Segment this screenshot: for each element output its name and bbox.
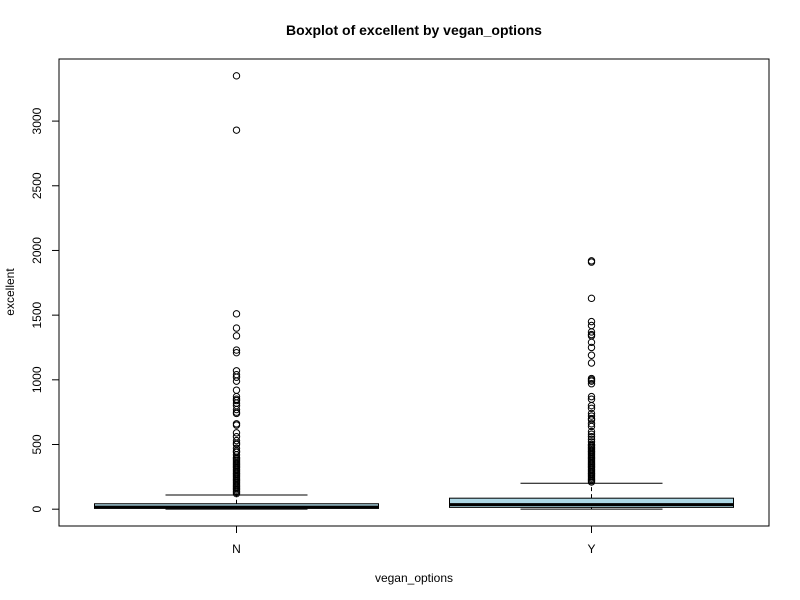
outlier-point (587, 351, 596, 359)
y-axis: 0 500 1000 1500 2000 2500 3000 (30, 107, 60, 513)
outlier-point (587, 433, 596, 441)
boxes (94, 72, 734, 510)
chart-title: Boxplot of excellent by vegan_options (286, 22, 542, 38)
x-axis-label: vegan_options (375, 571, 453, 585)
y-tick-label: 1500 (30, 301, 44, 328)
outlier-point (587, 404, 596, 412)
outlier-point (232, 332, 241, 340)
outlier-point (232, 310, 241, 318)
outlier-point (587, 338, 596, 347)
outlier-point (587, 321, 596, 330)
outlier-point (587, 401, 596, 410)
outlier-point (232, 373, 241, 381)
y-tick-label: 0 (30, 506, 44, 513)
outlier-point (587, 392, 596, 401)
y-tick-label: 2000 (30, 237, 44, 264)
outlier-point (232, 405, 241, 414)
outlier-point (587, 359, 596, 367)
outlier-point (232, 72, 241, 80)
outlier-point (587, 427, 596, 436)
y-tick-label: 3000 (30, 107, 44, 134)
outlier-point (587, 328, 596, 336)
outlier-point (232, 489, 241, 498)
outlier-point (587, 294, 596, 303)
outlier-point (587, 412, 596, 420)
x-tick-label: Y (587, 542, 595, 556)
outlier-point (587, 380, 596, 388)
y-tick-label: 1000 (30, 366, 44, 393)
outlier-point (232, 396, 241, 405)
y-tick-label: 2500 (30, 172, 44, 199)
plot-frame (58, 58, 770, 527)
outlier-point (587, 420, 596, 428)
outlier-point (232, 421, 241, 429)
outlier-point (232, 346, 241, 354)
outlier-point (587, 422, 596, 431)
outlier-point (232, 348, 241, 357)
y-tick-label: 500 (30, 434, 44, 454)
outlier-point (232, 126, 241, 134)
box-Y (449, 257, 734, 510)
outlier-point (232, 324, 241, 332)
outlier-point (232, 386, 241, 394)
outlier-point (587, 478, 596, 486)
outlier-point (232, 436, 241, 445)
box-iqr (449, 497, 734, 508)
outlier-point (587, 430, 596, 438)
outlier-point (587, 258, 596, 266)
outlier-point (587, 343, 596, 352)
box-N (94, 72, 379, 510)
outlier-point (587, 377, 596, 385)
x-tick-label: N (232, 542, 241, 556)
outlier-point (232, 429, 241, 437)
outlier-point (232, 409, 241, 418)
outlier-point (232, 377, 241, 385)
outlier-point (587, 317, 596, 326)
y-axis-label: excellent (3, 268, 17, 316)
